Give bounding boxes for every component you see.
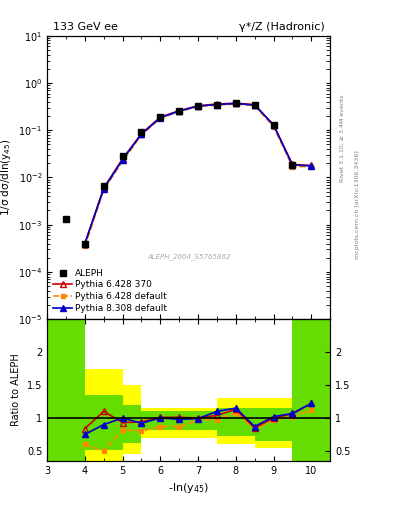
Pythia 8.308 default [271,122,276,128]
Pythia 6.428 370 [120,156,125,162]
Line: ALEPH: ALEPH [63,101,295,246]
ALEPH [158,114,163,120]
Pythia 6.428 370 [101,185,106,191]
Pythia 6.428 370 [83,241,87,247]
ALEPH [290,162,295,168]
Pythia 8.308 default [101,185,106,191]
Pythia 6.428 default [233,101,238,107]
Pythia 6.428 370 [158,114,163,120]
Pythia 6.428 370 [177,108,182,114]
Pythia 8.308 default [120,157,125,163]
Text: mcplots.cern.ch [arXiv:1306.3436]: mcplots.cern.ch [arXiv:1306.3436] [355,151,360,259]
Pythia 6.428 370 [271,122,276,128]
Pythia 6.428 default [120,158,125,164]
Legend: ALEPH, Pythia 6.428 370, Pythia 6.428 default, Pythia 8.308 default: ALEPH, Pythia 6.428 370, Pythia 6.428 de… [51,267,169,315]
Pythia 6.428 default [101,187,106,193]
Pythia 8.308 default [252,102,257,108]
Pythia 8.308 default [83,241,87,247]
Y-axis label: 1/σ dσ/dln(y$_{45}$): 1/σ dσ/dln(y$_{45}$) [0,139,13,216]
Pythia 6.428 default [215,102,219,108]
Text: ALEPH_2004_S5765862: ALEPH_2004_S5765862 [147,253,230,260]
Pythia 8.308 default [158,115,163,121]
Pythia 8.308 default [290,162,295,168]
ALEPH [215,101,219,108]
X-axis label: -ln(y$_{45}$): -ln(y$_{45}$) [168,481,209,495]
Pythia 6.428 default [271,123,276,130]
Pythia 6.428 default [290,163,295,169]
ALEPH [64,216,68,222]
ALEPH [177,108,182,114]
Pythia 6.428 370 [252,101,257,108]
ALEPH [101,183,106,189]
Line: Pythia 8.308 default: Pythia 8.308 default [82,101,314,246]
Y-axis label: Ratio to ALEPH: Ratio to ALEPH [11,354,21,426]
Pythia 8.308 default [215,101,219,108]
Pythia 6.428 default [196,103,200,110]
Pythia 6.428 370 [139,131,144,137]
ALEPH [252,102,257,108]
Pythia 8.308 default [139,131,144,137]
ALEPH [83,241,87,247]
Text: 133 GeV ee: 133 GeV ee [53,22,118,32]
Line: Pythia 6.428 370: Pythia 6.428 370 [82,100,314,246]
ALEPH [139,130,144,136]
ALEPH [233,100,238,106]
Pythia 6.428 default [139,132,144,138]
Pythia 6.428 370 [215,101,219,107]
Pythia 6.428 370 [290,161,295,167]
Pythia 6.428 default [177,109,182,115]
Text: Rivet 3.1.10, ≥ 3.4M events: Rivet 3.1.10, ≥ 3.4M events [340,94,344,182]
Pythia 8.308 default [233,100,238,106]
Pythia 6.428 default [309,163,314,169]
Pythia 6.428 default [158,115,163,121]
Pythia 8.308 default [196,103,200,109]
Text: γ*/Z (Hadronic): γ*/Z (Hadronic) [239,22,325,32]
Pythia 6.428 default [252,103,257,109]
Pythia 8.308 default [177,108,182,114]
ALEPH [120,153,125,159]
Pythia 8.308 default [309,163,314,169]
Line: Pythia 6.428 default: Pythia 6.428 default [83,101,314,249]
Pythia 6.428 370 [196,103,200,109]
ALEPH [196,103,200,109]
Pythia 6.428 default [83,243,87,249]
ALEPH [271,122,276,128]
Pythia 6.428 370 [233,100,238,106]
Pythia 6.428 370 [309,162,314,168]
